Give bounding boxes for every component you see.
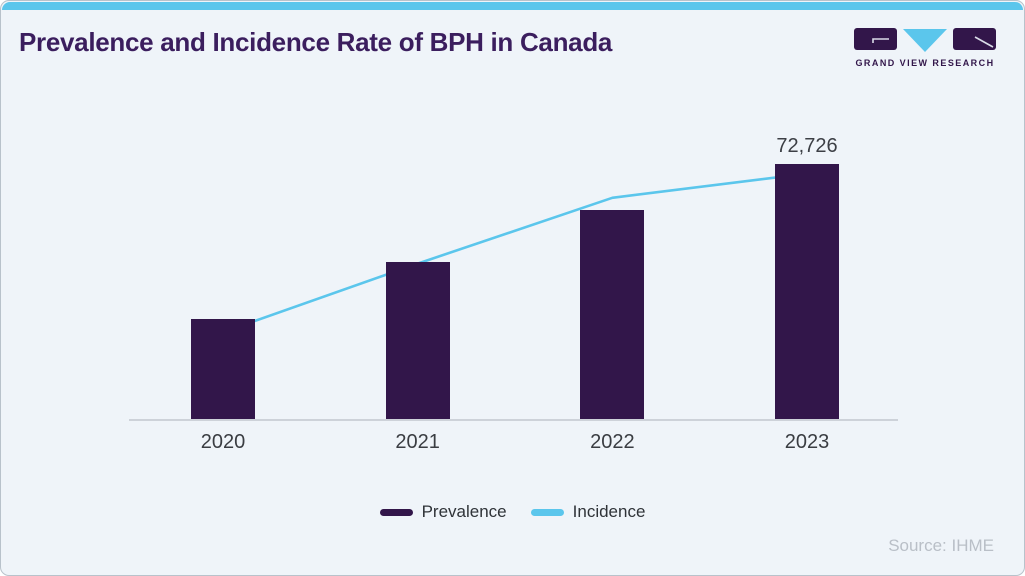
chart-legend: Prevalence Incidence: [1, 496, 1024, 528]
x-axis-line: [129, 419, 898, 421]
prevalence-bar-2023: [775, 164, 839, 419]
logo-v-triangle-icon: [903, 29, 947, 52]
top-accent-bar: [2, 2, 1023, 10]
legend-item-incidence: Incidence: [530, 502, 646, 522]
source-attribution: Source: IHME: [888, 536, 994, 555]
prevalence-bar-2020: [191, 318, 255, 419]
legend-swatch-incidence: [530, 508, 564, 516]
logo-marks: [854, 28, 996, 52]
logo-g-block-icon: [854, 28, 897, 50]
incidence-line: [221, 172, 809, 334]
chart-plot-area: 2020 2021 2022 2023 72,726: [129, 135, 898, 453]
legend-item-prevalence: Prevalence: [379, 502, 507, 522]
prevalence-bar-2021: [385, 261, 450, 419]
prevalence-bar-2022: [580, 210, 645, 419]
logo-brand-text: GRAND VIEW RESEARCH: [855, 58, 995, 68]
x-tick-label-2021: 2021: [395, 431, 440, 453]
value-label-2023: 72,726: [776, 135, 838, 158]
legend-label-prevalence: Prevalence: [421, 502, 507, 521]
legend-swatch-prevalence: [379, 508, 413, 516]
gvr-logo: GRAND VIEW RESEARCH: [854, 28, 996, 68]
logo-r-block-icon: [953, 28, 996, 50]
x-tick-label-2022: 2022: [590, 431, 635, 453]
legend-label-incidence: Incidence: [572, 502, 646, 521]
x-tick-label-2020: 2020: [200, 431, 246, 453]
x-tick-label-2023: 2023: [784, 431, 830, 453]
chart-title: Prevalence and Incidence Rate of BPH in …: [19, 27, 613, 57]
